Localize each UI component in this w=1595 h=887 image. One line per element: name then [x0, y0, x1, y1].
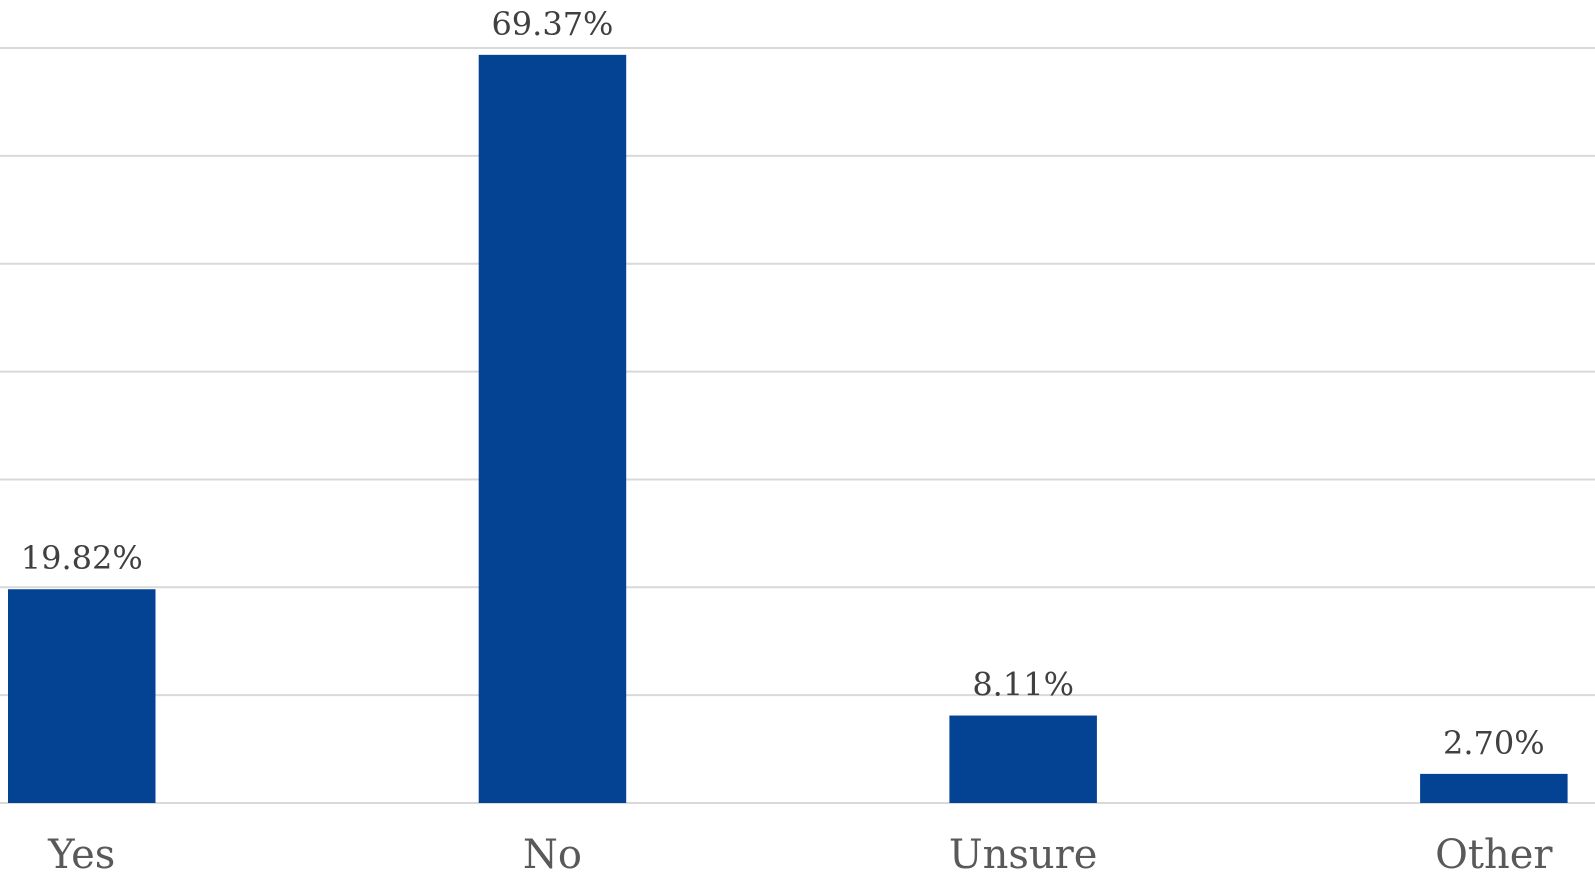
bar-no: [478, 54, 627, 804]
data-label-other: 2.70%: [1443, 724, 1545, 762]
data-label-no: 69.37%: [491, 5, 613, 43]
x-axis-tick-labels: Yes No Unsure Other: [47, 832, 1553, 878]
gridlines: [0, 47, 1595, 804]
data-label-yes: 19.82%: [21, 539, 143, 577]
x-tick-label-other: Other: [1435, 832, 1553, 878]
bars: [8, 54, 1568, 804]
x-tick-label-unsure: Unsure: [949, 832, 1098, 878]
x-tick-label-yes: Yes: [47, 832, 115, 878]
data-label-unsure: 8.11%: [972, 666, 1074, 704]
x-tick-label-no: No: [523, 832, 582, 878]
bar-yes: [8, 589, 156, 803]
bar-other: [1420, 773, 1568, 803]
bar-unsure: [949, 715, 1097, 803]
data-labels: 19.82% 69.37% 8.11% 2.70%: [21, 5, 1545, 762]
